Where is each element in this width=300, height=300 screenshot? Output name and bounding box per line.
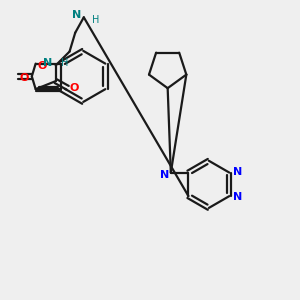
Text: O: O bbox=[38, 61, 47, 70]
Text: N: N bbox=[72, 10, 81, 20]
Text: H: H bbox=[92, 15, 99, 25]
Text: N: N bbox=[44, 58, 53, 68]
Text: O: O bbox=[19, 74, 28, 83]
Text: H: H bbox=[61, 58, 68, 68]
Text: N: N bbox=[233, 192, 242, 202]
Text: O: O bbox=[70, 83, 79, 93]
Text: N: N bbox=[233, 167, 242, 177]
Text: N: N bbox=[160, 169, 169, 179]
